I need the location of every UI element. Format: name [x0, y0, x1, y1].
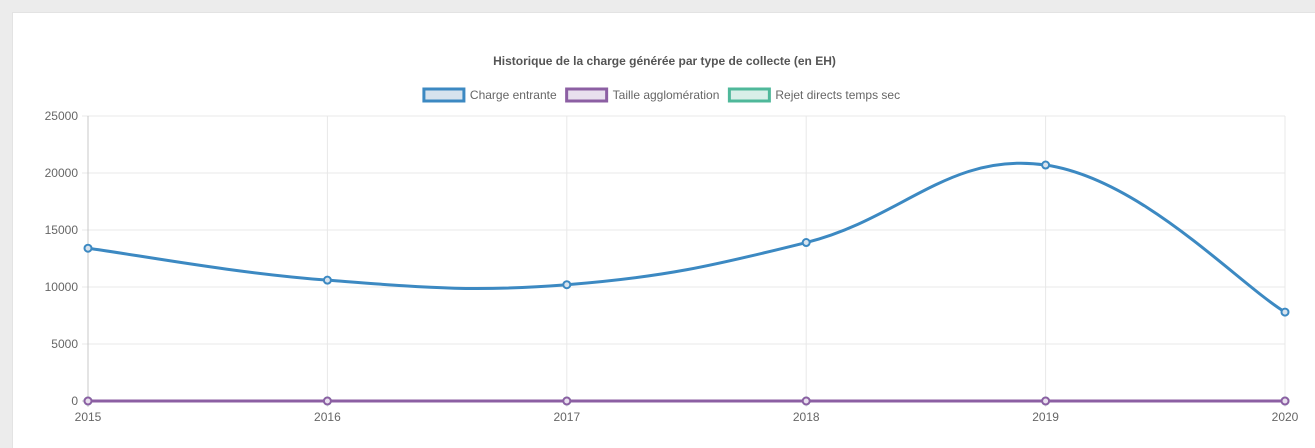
data-point — [562, 396, 572, 406]
data-point — [322, 275, 332, 285]
data-point — [1280, 307, 1290, 317]
y-tick-label: 25000 — [45, 109, 79, 123]
data-point — [801, 238, 811, 248]
x-tick-label: 2018 — [793, 410, 820, 424]
legend-swatch — [727, 87, 771, 103]
series-line — [87, 161, 1286, 314]
x-tick-label: 2015 — [75, 410, 102, 424]
legend-swatch — [565, 87, 609, 103]
legend-label: Charge entrante — [470, 88, 557, 102]
x-tick-label: 2017 — [553, 410, 580, 424]
y-tick-label: 5000 — [51, 337, 78, 351]
y-tick-label: 10000 — [45, 280, 79, 294]
data-point — [83, 396, 93, 406]
x-tick-label: 2016 — [314, 410, 341, 424]
data-point — [83, 243, 93, 253]
data-point — [1041, 396, 1051, 406]
legend-label: Taille agglomération — [613, 88, 720, 102]
y-tick-label: 0 — [71, 394, 78, 408]
data-point — [322, 396, 332, 406]
chart-title: Historique de la charge générée par type… — [493, 54, 836, 68]
x-tick-label: 2020 — [1272, 410, 1299, 424]
y-tick-label: 15000 — [45, 223, 79, 237]
data-point — [1280, 396, 1290, 406]
legend-swatch — [422, 87, 466, 103]
data-point — [1041, 160, 1051, 170]
y-tick-label: 20000 — [45, 166, 79, 180]
x-tick-label: 2019 — [1032, 410, 1059, 424]
legend-label: Rejet directs temps sec — [775, 88, 900, 102]
data-point — [801, 396, 811, 406]
data-point — [562, 280, 572, 290]
